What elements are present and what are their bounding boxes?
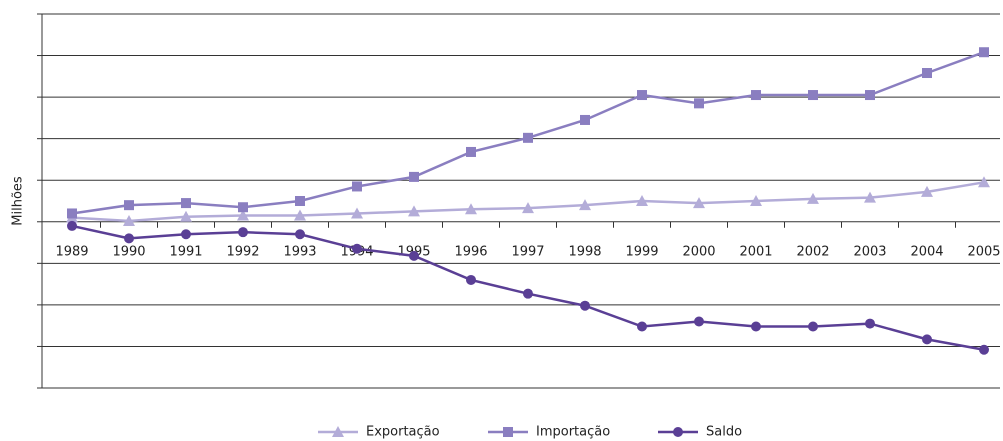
- marker: [637, 321, 647, 332]
- marker: [352, 243, 362, 254]
- marker: [409, 250, 419, 261]
- x-tick-label: 1992: [226, 244, 259, 259]
- marker: [808, 321, 818, 332]
- marker: [332, 426, 344, 437]
- marker: [751, 321, 761, 332]
- series-line: [71, 181, 985, 223]
- x-tick-label: 2003: [853, 244, 886, 259]
- marker: [580, 114, 590, 125]
- marker: [238, 202, 248, 213]
- marker: [922, 334, 932, 345]
- marker: [693, 197, 705, 209]
- marker: [750, 195, 762, 206]
- legend-label: Exportação: [366, 425, 440, 440]
- marker: [67, 220, 77, 231]
- marker: [808, 90, 818, 101]
- x-tick-label: 2002: [796, 244, 829, 259]
- marker: [295, 229, 305, 240]
- marker: [807, 192, 819, 204]
- marker: [979, 47, 989, 58]
- marker: [466, 274, 476, 285]
- x-tick-label: 2005: [967, 244, 1000, 259]
- x-tick-label: 1998: [568, 244, 601, 259]
- marker: [979, 344, 989, 355]
- x-tick-label: 1996: [454, 244, 487, 259]
- marker: [67, 208, 77, 219]
- marker: [124, 200, 134, 211]
- marker: [864, 191, 876, 203]
- marker: [295, 196, 305, 206]
- marker: [580, 300, 590, 311]
- x-tick-label: 1991: [169, 244, 202, 259]
- marker: [466, 146, 476, 157]
- marker: [294, 209, 306, 221]
- marker: [238, 227, 248, 238]
- x-tick-label: 1990: [112, 244, 145, 259]
- x-tick-label: 2000: [682, 244, 715, 259]
- marker: [351, 207, 363, 219]
- marker: [124, 233, 134, 244]
- marker: [523, 132, 533, 143]
- marker: [237, 209, 249, 221]
- marker: [694, 98, 704, 109]
- marker: [523, 288, 533, 299]
- marker: [636, 195, 648, 206]
- marker: [522, 202, 534, 214]
- y-axis-label: Milhões: [11, 176, 26, 226]
- marker: [865, 318, 875, 329]
- marker: [978, 176, 990, 188]
- marker: [352, 181, 362, 192]
- legend-label: Importação: [536, 425, 610, 440]
- marker: [637, 90, 647, 101]
- x-tick-label: 2001: [739, 244, 772, 259]
- marker: [465, 203, 477, 215]
- marker: [408, 205, 420, 217]
- marker: [865, 90, 875, 101]
- marker: [751, 90, 761, 101]
- marker: [579, 199, 591, 211]
- marker: [922, 68, 932, 79]
- x-tick-label: 1997: [511, 244, 544, 259]
- x-tick-label: 1999: [625, 244, 658, 259]
- marker: [123, 214, 135, 226]
- marker: [921, 185, 933, 197]
- x-tick-label: 1993: [283, 244, 316, 259]
- marker: [694, 316, 704, 327]
- marker: [503, 427, 513, 437]
- marker: [181, 198, 191, 209]
- marker: [673, 427, 683, 437]
- x-tick-label: 2004: [910, 244, 943, 259]
- marker: [180, 210, 192, 222]
- marker: [181, 229, 191, 240]
- x-tick-label: 1989: [55, 244, 88, 259]
- legend-label: Saldo: [706, 425, 742, 440]
- marker: [409, 171, 419, 182]
